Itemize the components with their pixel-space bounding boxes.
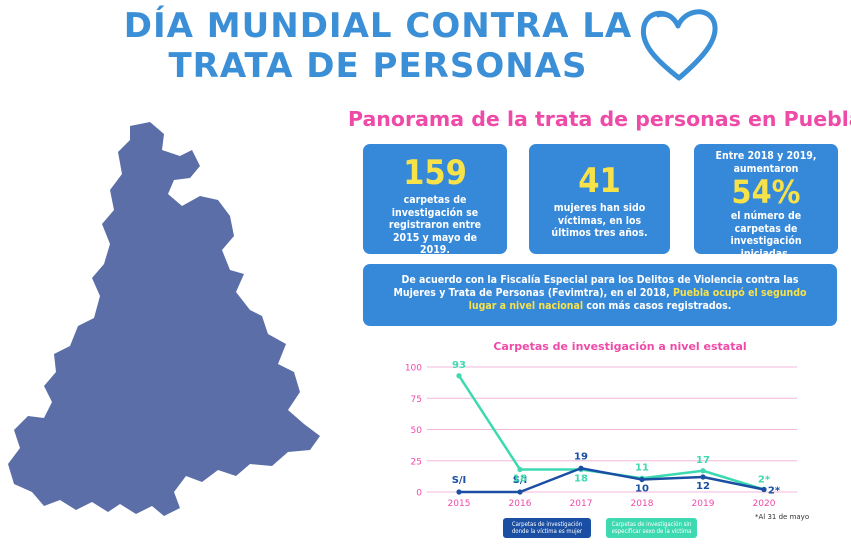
chart-title: Carpetas de investigación a nivel estata…: [493, 340, 747, 353]
data-point: [456, 373, 462, 379]
stat-card-mujeres: 41 mujeres han sido víctimas, en los últ…: [529, 144, 670, 254]
y-tick-label: 25: [411, 457, 422, 467]
x-tick-label: 2017: [570, 499, 593, 509]
puebla-state-map: [8, 122, 320, 516]
data-label: 11: [635, 462, 649, 473]
data-label: S/I: [513, 475, 528, 486]
x-tick-label: 2018: [631, 499, 654, 509]
data-point: [639, 476, 645, 483]
data-point: [517, 466, 523, 473]
title-line-1: DÍA MUNDIAL CONTRA LA: [123, 6, 633, 46]
data-label: 2*: [758, 475, 771, 486]
info-text-part2: con más casos registrados.: [583, 300, 732, 312]
heart-icon: [640, 9, 718, 81]
info-text-part1: De acuerdo con la Fiscalía Especial para…: [393, 274, 799, 299]
stat-text: el número de carpetas de investigación i…: [730, 210, 802, 260]
section-subtitle: Panorama de la trata de personas en Pueb…: [348, 107, 851, 131]
data-point: [517, 489, 523, 495]
data-label: 2*: [768, 486, 781, 497]
chart-footnote: *Al 31 de mayo: [755, 513, 810, 521]
y-tick-label: 50: [411, 426, 423, 436]
y-tick-label: 0: [416, 489, 422, 499]
line-chart: 0 25 50 75 100 2015 2016 2017 2018 2019 2020 S/I S/I…: [405, 360, 797, 509]
stat-number: 159: [403, 153, 467, 193]
info-text: De acuerdo con la Fiscalía Especial para…: [383, 274, 817, 313]
y-tick-label: 75: [411, 395, 422, 405]
data-point: [700, 474, 706, 480]
data-label: 10: [635, 484, 649, 495]
info-highlight: Puebla ocupó el segundo lugar a nivel na…: [468, 287, 807, 312]
data-label: S/I: [452, 475, 467, 486]
data-point: [761, 486, 767, 493]
y-tick-label: 100: [405, 364, 422, 374]
stat-pretext: Entre 2018 y 2019, aumentaron: [715, 150, 817, 175]
fevimtra-info-card: De acuerdo con la Fiscalía Especial para…: [363, 264, 837, 326]
data-label: 18: [574, 474, 588, 485]
x-tick-label: 2015: [448, 499, 471, 509]
stat-card-carpetas: 159 carpetas de investigación se registr…: [363, 144, 507, 256]
data-point: [700, 468, 706, 474]
data-label: 17: [696, 455, 710, 466]
page-title: DÍA MUNDIAL CONTRA LA TRATA DE PERSONAS: [118, 6, 638, 86]
stat-text: carpetas de investigación se registraron…: [388, 194, 482, 256]
x-tick-label: 2020: [753, 499, 776, 509]
data-label: 19: [574, 451, 588, 462]
data-label: 18: [513, 474, 527, 485]
data-label: 12: [696, 481, 710, 492]
series-line-1: [459, 467, 765, 494]
x-tick-label: 2019: [692, 499, 715, 509]
legend-series-sin-especificar: Carpetas de investigación sin especifica…: [606, 518, 697, 538]
legend-series-mujer: Carpetas de investigación donde la vícti…: [503, 518, 591, 538]
series-line-2: [457, 375, 765, 491]
stat-card-aumento: Entre 2018 y 2019, aumentaron 54% el núm…: [694, 144, 838, 260]
title-line-2: TRATA DE PERSONAS: [168, 46, 588, 86]
stat-number: 41: [578, 161, 621, 201]
stat-text: mujeres han sido víctimas, en los último…: [551, 202, 648, 239]
x-tick-label: 2016: [509, 499, 532, 509]
data-label: 93: [452, 360, 466, 371]
data-point: [456, 489, 462, 495]
stat-number: 54%: [731, 173, 801, 211]
data-point: [578, 465, 584, 471]
